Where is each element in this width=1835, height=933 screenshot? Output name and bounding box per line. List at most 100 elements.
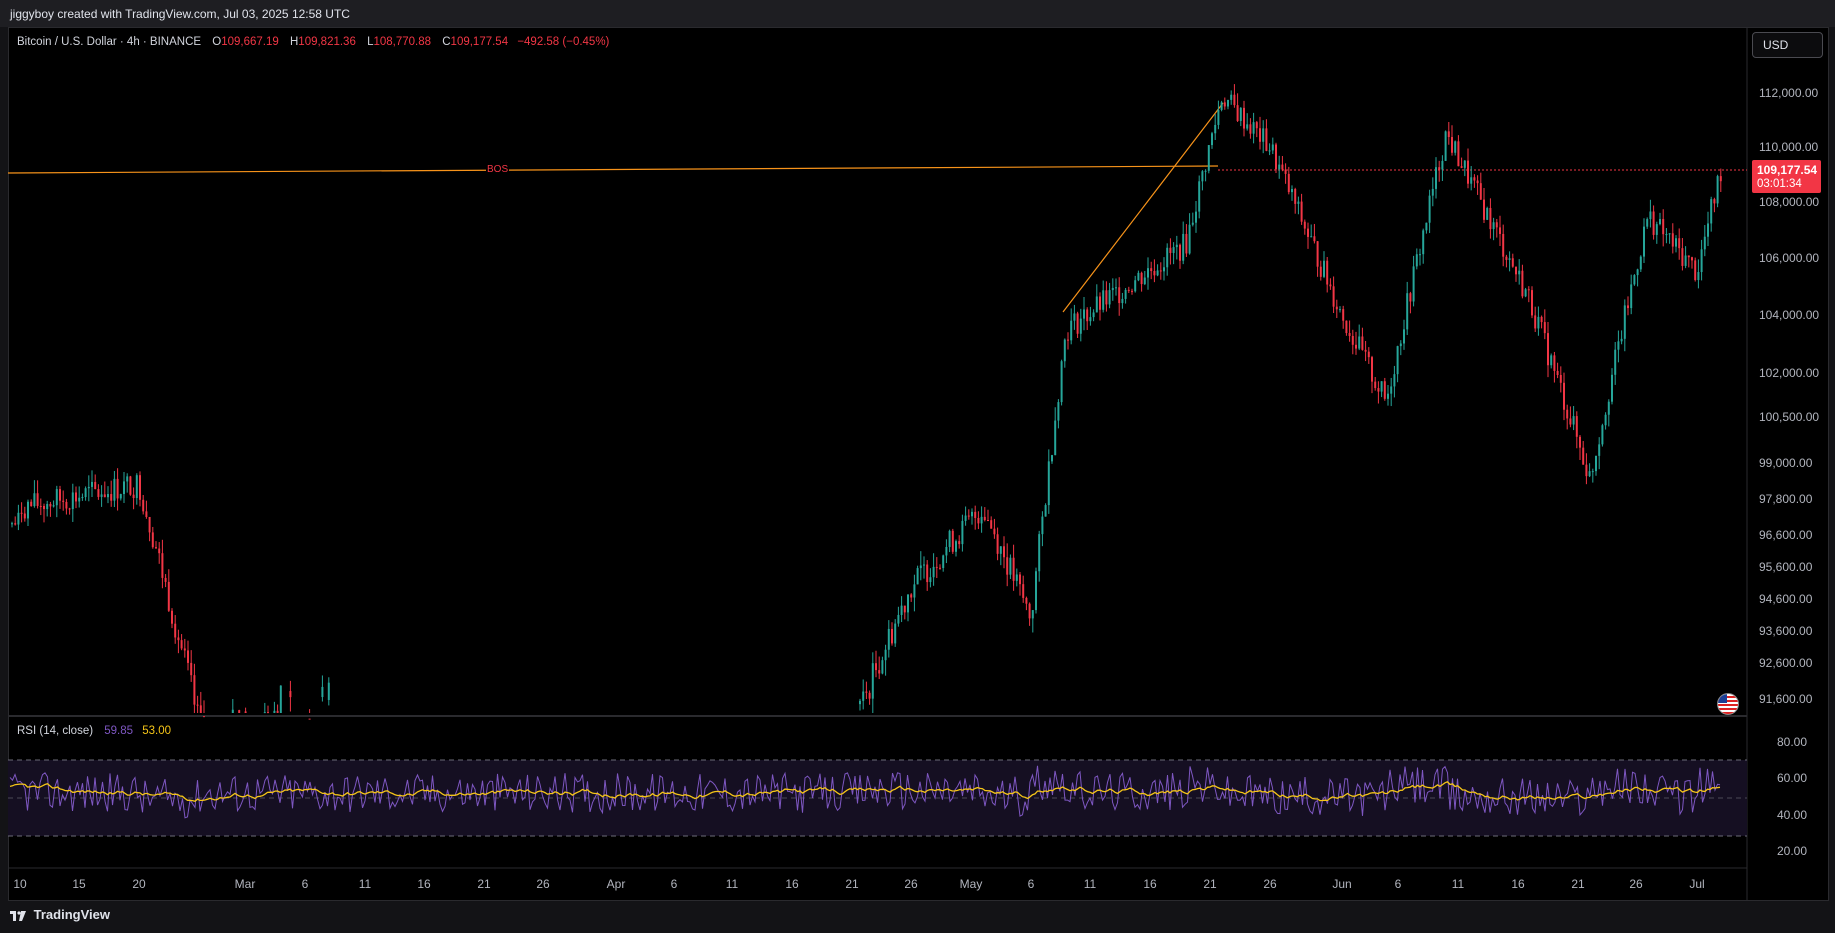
candle-body: [1230, 94, 1233, 100]
candle-body: [1035, 571, 1037, 611]
candle-body: [1374, 381, 1377, 389]
candle-body: [276, 710, 279, 713]
candle-body: [1518, 270, 1521, 275]
candle-body: [158, 548, 161, 554]
candle-body: [1022, 584, 1025, 598]
candle-body: [1127, 289, 1130, 291]
close-value: 109,177.54: [450, 36, 509, 48]
candle-body: [1671, 233, 1674, 247]
candle-body: [903, 605, 906, 613]
candle-body: [929, 577, 932, 583]
candle-body: [321, 686, 324, 698]
candle-body: [135, 475, 138, 499]
open-value: 109,667.19: [221, 36, 279, 48]
candle-body: [145, 511, 148, 517]
price-axis-label: 95,600.00: [1759, 560, 1813, 574]
candle-body: [91, 481, 93, 487]
trend-line[interactable]: [1062, 102, 1224, 313]
candle-body: [308, 718, 311, 720]
candle-body: [1323, 260, 1325, 277]
candle-body: [1198, 181, 1201, 212]
price-axis-label: 106,000.00: [1759, 251, 1820, 265]
candle-body: [1566, 409, 1569, 419]
candle-body: [1659, 218, 1661, 225]
change-value: −492.58 (−0.45%): [517, 36, 610, 48]
rsi-title: RSI (14, close): [17, 725, 94, 737]
candle-body: [97, 489, 100, 497]
candle-body: [1367, 351, 1370, 358]
candle-body: [1115, 287, 1117, 289]
us-flag-icon[interactable]: [1717, 693, 1739, 715]
candle-body: [1166, 247, 1169, 268]
price-axis-label: 92,600.00: [1759, 656, 1813, 670]
symbol-legend[interactable]: Bitcoin / U.S. Dollar · 4h · BINANCE O10…: [17, 36, 609, 48]
candle-body: [1435, 167, 1437, 189]
candle-body: [894, 623, 897, 644]
candle-body: [84, 488, 87, 498]
candle-body: [939, 567, 941, 569]
candle-body: [868, 692, 871, 699]
candle-body: [52, 505, 55, 507]
candle-body: [958, 541, 961, 545]
time-axis-label: 6: [301, 877, 309, 891]
candle-body: [1710, 199, 1713, 224]
candle-body: [1079, 318, 1082, 334]
candle-body: [1447, 131, 1450, 138]
bos-line[interactable]: [7, 165, 1219, 174]
time-axis-label: 11: [1083, 877, 1097, 891]
rsi-legend[interactable]: RSI (14, close) 59.85 53.00: [17, 725, 171, 737]
candle-body: [1591, 471, 1594, 473]
candle-body: [1092, 312, 1095, 318]
candle-body: [1649, 211, 1652, 220]
candle-body: [1070, 320, 1073, 341]
candle-body: [990, 520, 993, 529]
candle-body: [177, 637, 180, 641]
candle-body: [1703, 236, 1706, 250]
candle-body: [1601, 425, 1604, 445]
tradingview-logo[interactable]: TradingView: [10, 907, 110, 922]
candle-body: [1083, 309, 1085, 319]
chart-frame[interactable]: [8, 27, 1829, 901]
candle-body: [1271, 144, 1274, 151]
candle-body: [1009, 557, 1012, 575]
candle-body: [30, 501, 33, 507]
candle-body: [1124, 289, 1127, 299]
candle-body: [884, 649, 887, 661]
candle-body: [1051, 455, 1053, 462]
candle-body: [1559, 374, 1562, 383]
candle-body: [1396, 346, 1399, 375]
candle-body: [1527, 289, 1530, 291]
candle-body: [945, 546, 948, 556]
rsi-value: 59.85: [104, 725, 134, 737]
candle-body: [263, 712, 266, 714]
candle-body: [161, 553, 164, 578]
candle-body: [1550, 355, 1553, 366]
candle-body: [935, 566, 938, 568]
candle-body: [1095, 296, 1098, 313]
candle-body: [1540, 316, 1543, 323]
candle-body: [1278, 164, 1281, 170]
candle-body: [129, 476, 132, 495]
candle-body: [75, 492, 77, 502]
candle-body: [193, 675, 196, 705]
candle-body: [1188, 224, 1191, 254]
candle-body: [1431, 188, 1434, 196]
candle-body: [1662, 218, 1665, 235]
candle-body: [1089, 317, 1092, 322]
candle-body: [926, 564, 929, 583]
candle-body: [187, 650, 189, 663]
candle-body: [865, 691, 868, 693]
candle-body: [1361, 336, 1364, 350]
candle-body: [916, 568, 919, 585]
candle-body: [87, 486, 90, 489]
candle-body: [1655, 224, 1658, 235]
candle-body: [1057, 402, 1060, 421]
close-key: C: [442, 36, 451, 48]
candle-body: [1076, 313, 1079, 334]
candle-body: [1617, 341, 1620, 350]
footer-brand: TradingView: [33, 907, 110, 922]
price-axis-label: 100,500.00: [1759, 410, 1820, 424]
currency-button[interactable]: USD: [1752, 32, 1823, 58]
high-key: H: [289, 36, 299, 48]
